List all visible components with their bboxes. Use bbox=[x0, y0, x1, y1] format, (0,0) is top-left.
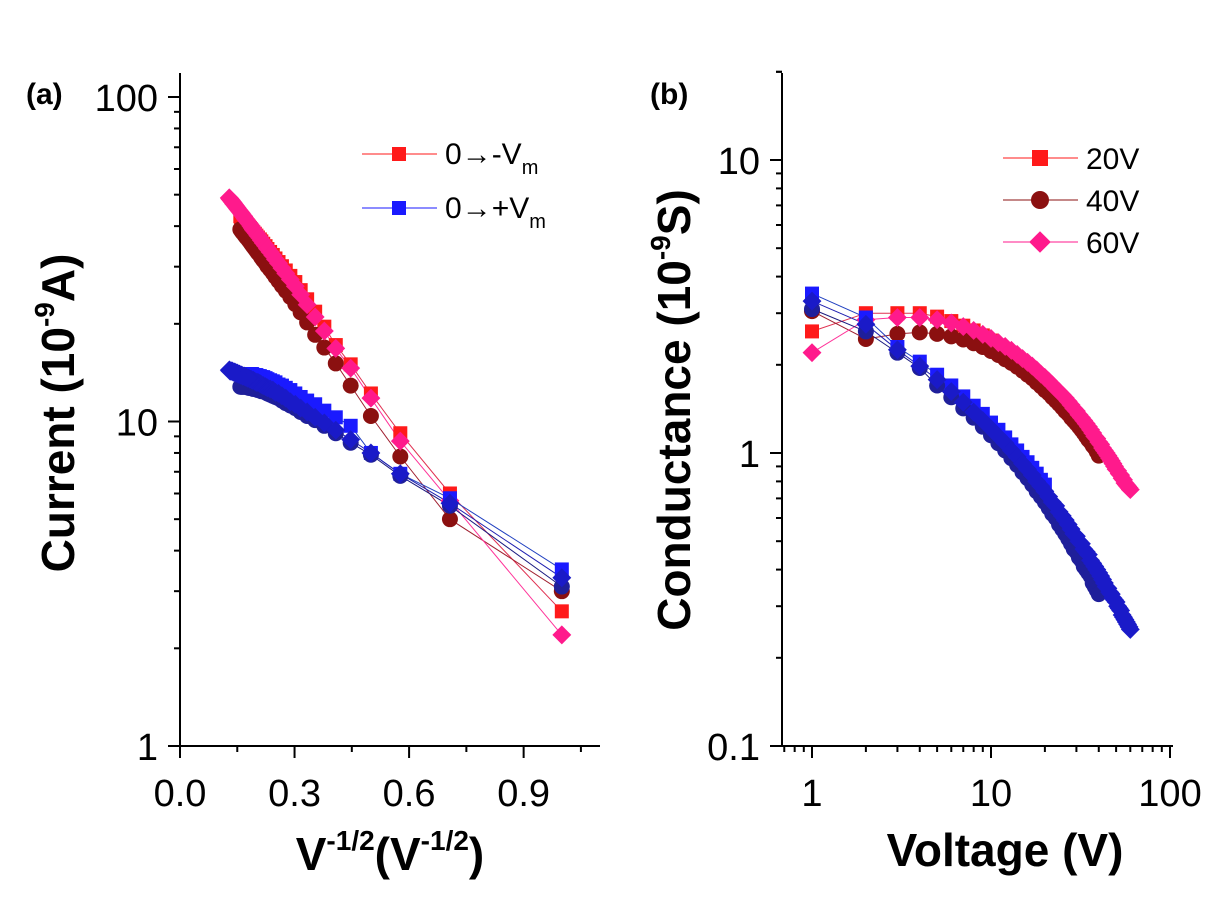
data-point bbox=[805, 324, 819, 339]
panel-b-legend: 20V 40V 60V bbox=[1003, 143, 1139, 260]
panel-b-plot-area bbox=[802, 286, 1140, 639]
data-point bbox=[887, 340, 907, 360]
data-point bbox=[327, 355, 344, 372]
data-point bbox=[441, 511, 458, 528]
data-point bbox=[305, 307, 325, 327]
data-point bbox=[552, 625, 572, 645]
data-point bbox=[552, 568, 572, 588]
panel-a-legend: 0→-Vm 0→+Vm bbox=[362, 138, 546, 233]
data-point bbox=[326, 338, 346, 358]
panel-a-label: (a) bbox=[26, 78, 63, 111]
data-point bbox=[554, 604, 569, 619]
data-point bbox=[889, 325, 906, 342]
panel-a-x-axis-label: V-1/2(V-1/2) bbox=[296, 825, 485, 880]
data-point bbox=[1013, 454, 1032, 474]
data-point bbox=[343, 418, 358, 433]
legend-label: 0→-Vm bbox=[445, 138, 538, 179]
x-tick-label: 100 bbox=[1138, 773, 1201, 815]
y-tick-label: 1 bbox=[137, 727, 158, 769]
data-point bbox=[910, 308, 930, 327]
data-point bbox=[390, 464, 410, 484]
data-point bbox=[802, 343, 822, 363]
panel-b-label: (b) bbox=[650, 78, 688, 111]
legend-label: 60V bbox=[1086, 227, 1139, 260]
y-tick-label: 0.1 bbox=[707, 727, 760, 769]
data-point bbox=[341, 358, 361, 378]
data-point bbox=[219, 360, 239, 380]
data-point bbox=[929, 325, 946, 342]
data-point bbox=[927, 310, 947, 330]
x-tick-label: 0.0 bbox=[154, 773, 207, 815]
data-point bbox=[973, 324, 993, 344]
data-point bbox=[953, 317, 973, 337]
data-point bbox=[887, 308, 907, 327]
legend-marker bbox=[1032, 150, 1048, 166]
x-tick-label: 0.9 bbox=[497, 773, 550, 815]
data-point bbox=[314, 321, 334, 341]
series-line bbox=[811, 308, 1100, 595]
data-point bbox=[341, 430, 361, 449]
panel-b-x-axis-label: Voltage (V) bbox=[887, 824, 1124, 876]
legend-label: 20V bbox=[1086, 143, 1139, 176]
legend-marker bbox=[1029, 231, 1051, 253]
series-line bbox=[240, 386, 563, 588]
panel-a-axes: 1 10 100 0.0 0.3 0.6 0.9 bbox=[95, 73, 600, 815]
panel-b-y-axis-label: Conductance (10-9S) bbox=[645, 189, 700, 631]
x-tick-label: 0.3 bbox=[268, 773, 321, 815]
x-tick-label: 0.6 bbox=[383, 773, 436, 815]
legend-label: 0→+Vm bbox=[445, 192, 546, 233]
data-point bbox=[219, 188, 239, 208]
y-tick-label: 100 bbox=[95, 78, 158, 120]
data-point bbox=[973, 411, 993, 431]
x-tick-label: 10 bbox=[970, 773, 1012, 815]
data-point bbox=[1007, 447, 1027, 467]
data-point bbox=[953, 392, 973, 412]
data-point bbox=[911, 324, 928, 341]
data-point bbox=[390, 431, 410, 451]
x-tick-label: 1 bbox=[801, 773, 822, 815]
legend-marker bbox=[1031, 191, 1049, 209]
data-point bbox=[392, 448, 409, 465]
panel-b-axes: 0.1 1 10 1 10 100 bbox=[707, 70, 1202, 815]
data-point bbox=[342, 377, 359, 394]
data-point bbox=[361, 388, 381, 408]
y-tick-label: 1 bbox=[739, 434, 760, 476]
panel-a: 1 10 100 0.0 0.3 0.6 0.9 (a) V-1/2(V-1/2) Curr… bbox=[26, 73, 600, 880]
data-point bbox=[941, 382, 961, 402]
data-point bbox=[440, 493, 460, 513]
data-point bbox=[328, 410, 343, 425]
data-point bbox=[1007, 344, 1027, 364]
y-tick-label: 10 bbox=[116, 403, 158, 445]
data-point bbox=[1120, 619, 1140, 639]
panel-a-y-axis-label: Current (10-9A) bbox=[29, 254, 84, 573]
data-point bbox=[856, 314, 876, 334]
panel-b: 0.1 1 10 1 10 100 (b) Voltage (V) Conductance… bbox=[645, 70, 1202, 876]
data-point bbox=[927, 370, 947, 390]
data-point bbox=[802, 291, 822, 311]
data-point bbox=[362, 407, 379, 424]
y-tick-label: 10 bbox=[718, 141, 760, 183]
data-point bbox=[910, 356, 930, 376]
data-point bbox=[943, 328, 960, 345]
legend-marker bbox=[392, 201, 406, 215]
data-point bbox=[1120, 480, 1140, 500]
data-point bbox=[316, 339, 333, 356]
panel-a-plot-area bbox=[219, 188, 572, 645]
legend-marker bbox=[392, 147, 406, 161]
legend-label: 40V bbox=[1086, 185, 1139, 218]
data-point bbox=[361, 443, 381, 463]
